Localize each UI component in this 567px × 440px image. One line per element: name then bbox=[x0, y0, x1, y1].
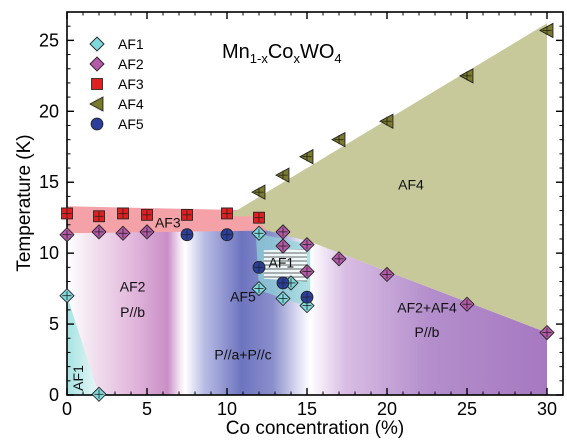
data-point-af5 bbox=[300, 290, 314, 304]
data-point-af1 bbox=[275, 290, 291, 307]
af2-af4-region bbox=[310, 241, 547, 395]
data-point-af4 bbox=[459, 68, 474, 84]
data-point-af4 bbox=[275, 167, 290, 183]
data-point-af2 bbox=[139, 224, 155, 240]
data-point-af1 bbox=[251, 280, 267, 297]
data-point-af3 bbox=[141, 208, 153, 221]
legend-label: AF1 bbox=[118, 36, 144, 52]
y-tick-label: 25 bbox=[39, 30, 59, 50]
x-tick-label: 25 bbox=[457, 399, 477, 419]
data-point-af5 bbox=[180, 228, 194, 242]
y-tick-label: 20 bbox=[39, 101, 59, 121]
legend-label: AF5 bbox=[118, 116, 144, 132]
region-labels: AF4 AF3 AF1 AF2 P//b AF5 P//a+P//c AF2+AF4 P//b A… bbox=[70, 176, 457, 391]
legend-label: AF4 bbox=[118, 96, 144, 112]
data-point-af2 bbox=[91, 224, 107, 240]
data-point-af3 bbox=[181, 208, 193, 221]
x-tick-label: 0 bbox=[62, 399, 72, 419]
region-label: AF3 bbox=[155, 215, 181, 231]
phase-regions bbox=[67, 23, 547, 395]
legend-label: AF2 bbox=[118, 56, 144, 72]
data-point-af4 bbox=[251, 184, 266, 200]
data-markers bbox=[59, 22, 555, 402]
data-point-af4 bbox=[299, 148, 314, 165]
legend-marker-af5 bbox=[90, 117, 104, 131]
region-label: P//b bbox=[120, 304, 145, 320]
data-point-af4 bbox=[331, 131, 346, 148]
data-point-af2 bbox=[539, 324, 555, 341]
x-tick-label: 30 bbox=[537, 399, 557, 419]
data-point-af3 bbox=[221, 207, 233, 220]
data-point-af4 bbox=[539, 22, 554, 39]
y-axis-ticks: 0 5 10 15 20 25 bbox=[39, 25, 563, 405]
y-tick-label: 5 bbox=[49, 314, 59, 334]
y-tick-label: 15 bbox=[39, 172, 59, 192]
x-axis-ticks: 0 5 10 15 20 25 30 bbox=[62, 12, 557, 419]
legend-marker-af3 bbox=[91, 78, 103, 90]
data-point-af2 bbox=[275, 238, 291, 254]
x-tick-label: 15 bbox=[297, 399, 317, 419]
region-label: AF1 bbox=[269, 254, 295, 270]
legend: AF1 AF2 AF3 AF4 AF5 bbox=[89, 36, 144, 132]
data-point-af2 bbox=[331, 251, 347, 267]
legend-label: AF3 bbox=[118, 76, 144, 92]
data-point-af1 bbox=[251, 225, 267, 241]
data-point-af2 bbox=[115, 225, 131, 241]
region-label: AF2 bbox=[120, 278, 146, 294]
data-point-af2 bbox=[299, 237, 315, 253]
data-point-af4 bbox=[379, 113, 394, 129]
hatched-region bbox=[263, 248, 307, 282]
af1-low-region bbox=[67, 295, 99, 395]
plot-border bbox=[66, 11, 564, 396]
data-point-af2 bbox=[299, 263, 315, 280]
region-label: AF4 bbox=[398, 176, 424, 192]
data-point-af2 bbox=[459, 296, 475, 312]
y-tick-label: 10 bbox=[39, 243, 59, 263]
region-label: P//a+P//c bbox=[214, 347, 271, 363]
data-point-af3 bbox=[61, 207, 73, 220]
legend-marker-af4 bbox=[89, 96, 104, 112]
data-point-af3 bbox=[253, 211, 265, 224]
data-point-af1 bbox=[59, 288, 75, 304]
data-point-af5 bbox=[276, 276, 290, 290]
y-tick-label: 0 bbox=[49, 385, 59, 405]
af4-region bbox=[227, 23, 547, 333]
af2-low-region bbox=[67, 230, 186, 395]
data-point-af3 bbox=[93, 210, 105, 223]
x-tick-label: 5 bbox=[142, 399, 152, 419]
region-label: AF1 bbox=[70, 365, 86, 391]
legend-marker-af1 bbox=[89, 36, 105, 52]
x-axis-title: Co concentration (%) bbox=[226, 418, 404, 439]
plot-frame bbox=[66, 11, 564, 396]
data-point-af5 bbox=[252, 260, 266, 274]
data-point-af3 bbox=[117, 207, 129, 220]
x-tick-label: 20 bbox=[377, 399, 397, 419]
region-label: P//b bbox=[415, 324, 440, 340]
region-label: AF2+AF4 bbox=[397, 300, 457, 316]
data-point-af2 bbox=[59, 227, 75, 243]
data-point-af5 bbox=[220, 228, 234, 242]
chart-title: Mn1-xCoxWO4 bbox=[222, 41, 342, 66]
legend-marker-af2 bbox=[89, 56, 105, 72]
data-point-af1 bbox=[91, 386, 107, 402]
x-tick-label: 10 bbox=[217, 399, 237, 419]
y-axis-title: Temperature (K) bbox=[14, 134, 35, 271]
region-label: AF5 bbox=[230, 288, 256, 304]
data-point-af2 bbox=[379, 266, 395, 283]
